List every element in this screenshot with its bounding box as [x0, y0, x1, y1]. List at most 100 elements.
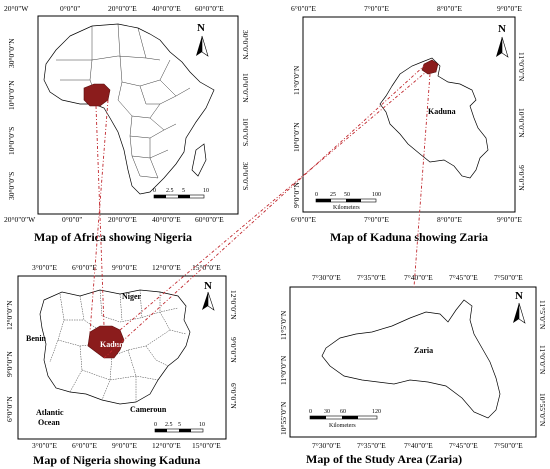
scale-tick: 2.5 [166, 188, 174, 194]
africa-scale-bar: 0 2.5 5 10 [153, 188, 209, 199]
kaduna-left-tick: 11°0"0"N [292, 65, 301, 95]
africa-continent-outline [43, 23, 215, 195]
scale-tick: 25 [330, 192, 336, 198]
nigeria-top-tick: 15°0"0"E [192, 263, 221, 272]
panel-nigeria: 3°0"0"E 6°0"0"E 9°0"0"E 12°0"0"E 15°0"0"… [5, 263, 238, 467]
nigeria-state-borders [49, 289, 187, 402]
nigeria-bottom-tick: 12°0"0"E [152, 441, 181, 450]
scale-unit: Kilometers [333, 205, 360, 211]
nigeria-bottom-tick: 9°0"0"E [112, 441, 137, 450]
nigeria-panel-title: Map of Nigeria showing Kaduna [33, 453, 200, 467]
connector-africa-to-nigeria-2 [89, 99, 109, 333]
kaduna-panel-title: Map of Kaduna showing Zaria [330, 230, 488, 244]
scale-tick: 2.5 [165, 422, 173, 428]
connector-nigeria-to-kaduna [119, 71, 427, 331]
scale-tick: 0 [153, 188, 156, 194]
africa-top-tick: 40°0"0"E [152, 4, 181, 13]
north-arrow-icon: N [513, 290, 526, 324]
nigeria-top-tick: 3°0"0"E [32, 263, 57, 272]
scale-unit: Kilometers [329, 423, 356, 429]
scale-tick: 60 [340, 409, 346, 415]
benin-label: Benin [26, 334, 47, 343]
kaduna-label-on-map: Kaduna [100, 340, 128, 349]
kaduna-bottom-tick: 7°0"0"E [364, 215, 389, 224]
africa-bottom-tick: 40°0"0"E [152, 215, 181, 224]
nigeria-bottom-tick: 15°0"0"E [192, 441, 221, 450]
africa-left-tick: 10°0"0"S [7, 127, 16, 155]
africa-top-tick: 20°0"W [4, 4, 29, 13]
africa-top-tick: 20°0"0"E [108, 4, 137, 13]
africa-right-tick: 10°0"0"S [241, 118, 250, 146]
nigeria-top-tick: 9°0"0"E [112, 263, 137, 272]
niger-label: Niger [122, 292, 142, 301]
kaduna-right-tick: 10°0"0"N [517, 108, 526, 138]
kaduna-top-tick: 8°0"0"E [437, 4, 462, 13]
africa-right-tick: 10°0"0"N [241, 73, 250, 103]
north-label: N [515, 290, 523, 302]
kaduna-left-tick: 9°0"0"N [292, 182, 301, 208]
zaria-top-tick: 7°30"0"E [312, 273, 341, 282]
nigeria-left-tick: 6°0"0"N [5, 396, 14, 422]
scale-tick: 100 [372, 192, 381, 198]
connector-lines [89, 65, 431, 359]
nigeria-scale-bar: 0 2.5 5 10 [154, 422, 205, 433]
zaria-highlight-small [421, 59, 439, 75]
nigeria-bottom-tick: 3°0"0"E [32, 441, 57, 450]
zaria-bottom-tick: 7°45"0"E [449, 441, 478, 450]
kaduna-bottom-tick: 6°0"0"E [291, 215, 316, 224]
africa-right-tick: 30°0"0"S [241, 162, 250, 190]
north-arrow-icon: N [202, 280, 215, 311]
africa-left-tick: 30°0"0"S [7, 172, 16, 200]
scale-tick: 10 [199, 422, 205, 428]
panel-africa: 20°0"W 0°0"0" 20°0"0"E 40°0"0"E 60°0"0"E… [4, 4, 250, 244]
africa-top-tick: 0°0"0" [60, 4, 80, 13]
zaria-bottom-tick: 7°35"0"E [357, 441, 386, 450]
zaria-top-tick: 7°45"0"E [449, 273, 478, 282]
kaduna-right-tick: 11°0"0"N [517, 52, 526, 82]
africa-left-tick: 10°0"0"N [7, 80, 16, 110]
zaria-right-tick: 10°55"0"N [538, 393, 547, 427]
scale-tick: 120 [372, 409, 381, 415]
zaria-panel-title: Map of the Study Area (Zaria) [306, 452, 462, 466]
ocean-label: Ocean [38, 418, 60, 427]
kaduna-state-outline [379, 57, 489, 179]
atlantic-label: Atlantic [36, 408, 64, 417]
zaria-bottom-tick: 7°50"0"E [494, 441, 523, 450]
kaduna-top-tick: 7°0"0"E [364, 4, 389, 13]
kaduna-region-label: Kaduna [428, 107, 456, 116]
nigeria-left-tick: 9°0"0"N [5, 351, 14, 377]
north-arrow-icon: N [196, 22, 209, 57]
africa-right-tick: 30°0"0"N [241, 30, 250, 60]
nigeria-bottom-tick: 6°0"0"E [72, 441, 97, 450]
cameroun-label: Cameroun [130, 405, 167, 414]
zaria-scale-bar: 0 30 60 120 Kilometers [309, 409, 381, 429]
scale-tick: 0 [154, 422, 157, 428]
nigeria-right-tick: 12°0"0"N [229, 290, 238, 320]
africa-bottom-tick: 20°0"0"W [4, 215, 36, 224]
kaduna-left-tick: 10°0"0"N [292, 122, 301, 152]
north-label: N [204, 280, 212, 292]
zaria-left-tick: 10°55"0"N [279, 401, 288, 435]
zaria-right-tick: 11°0"0"N [538, 345, 547, 375]
scale-tick: 5 [182, 188, 185, 194]
kaduna-bottom-tick: 8°0"0"E [437, 215, 462, 224]
north-label: N [498, 23, 506, 35]
zaria-top-tick: 7°35"0"E [357, 273, 386, 282]
connector-kaduna-to-zaria [413, 73, 431, 288]
north-arrow-icon: N [496, 23, 509, 58]
scale-tick: 0 [309, 409, 312, 415]
zaria-study-area-outline [321, 299, 501, 419]
africa-bottom-tick: 0°0"0" [62, 215, 82, 224]
kaduna-highlight [87, 325, 125, 359]
zaria-top-tick: 7°40"0"E [404, 273, 433, 282]
zaria-region-label: Zaria [414, 346, 433, 355]
zaria-bottom-tick: 7°40"0"E [404, 441, 433, 450]
scale-tick: 10 [203, 188, 209, 194]
nigeria-right-tick: 9°0"0"N [229, 337, 238, 363]
africa-bottom-tick: 60°0"0"E [195, 215, 224, 224]
scale-tick: 5 [178, 422, 181, 428]
africa-top-tick: 60°0"0"E [195, 4, 224, 13]
north-label: N [197, 22, 205, 34]
zaria-right-tick: 11°5"0"N [538, 300, 547, 330]
